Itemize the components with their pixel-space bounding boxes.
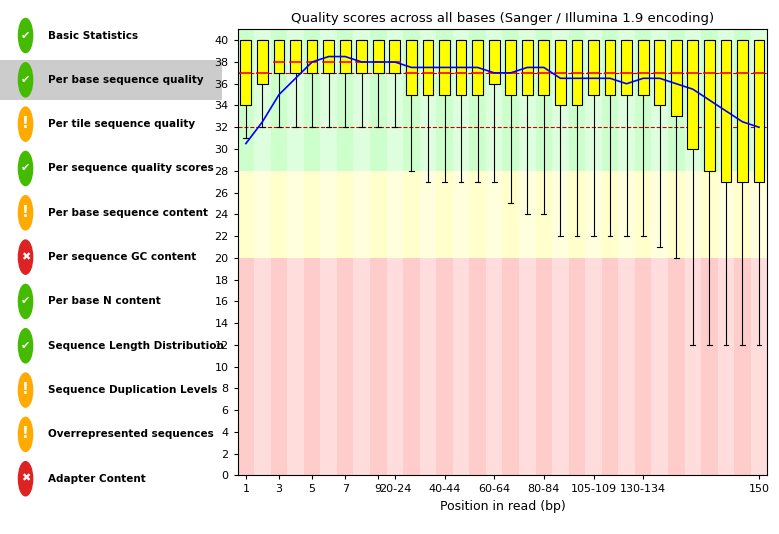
Bar <box>737 40 748 182</box>
Circle shape <box>19 240 33 274</box>
Circle shape <box>19 195 33 230</box>
Text: Overrepresented sequences: Overrepresented sequences <box>48 429 213 439</box>
Circle shape <box>19 373 33 407</box>
Text: !: ! <box>22 116 29 131</box>
Text: ✖: ✖ <box>21 252 30 262</box>
Bar <box>555 40 566 106</box>
Bar <box>654 40 665 106</box>
Text: Sequence Length Distribution: Sequence Length Distribution <box>48 341 224 351</box>
Bar <box>572 40 583 106</box>
Text: !: ! <box>22 205 29 220</box>
Bar <box>687 40 698 149</box>
Bar <box>605 40 615 95</box>
Text: ✔: ✔ <box>21 296 30 307</box>
Bar <box>307 40 318 73</box>
Bar <box>472 40 483 95</box>
Bar <box>340 40 351 73</box>
Bar <box>373 40 384 73</box>
Circle shape <box>19 284 33 318</box>
Bar <box>522 40 533 95</box>
Bar <box>721 40 731 182</box>
Text: !: ! <box>22 382 29 397</box>
Bar <box>621 40 632 95</box>
Text: ✔: ✔ <box>21 163 30 174</box>
Bar <box>638 40 649 95</box>
Bar <box>257 40 268 84</box>
Bar <box>422 40 433 95</box>
Text: Adapter Content: Adapter Content <box>48 474 146 484</box>
Bar <box>753 40 764 182</box>
X-axis label: Position in read (bp): Position in read (bp) <box>439 500 566 513</box>
Text: Per base sequence quality: Per base sequence quality <box>48 75 203 85</box>
Text: ✔: ✔ <box>21 341 30 351</box>
Bar <box>406 40 417 95</box>
Text: Per base N content: Per base N content <box>48 296 160 307</box>
Circle shape <box>19 62 33 97</box>
Bar <box>538 40 549 95</box>
Bar <box>671 40 682 116</box>
Bar <box>456 40 467 95</box>
Bar <box>439 40 450 95</box>
Bar <box>390 40 400 73</box>
Text: Basic Statistics: Basic Statistics <box>48 30 138 41</box>
Circle shape <box>19 461 33 496</box>
Text: Per sequence quality scores: Per sequence quality scores <box>48 163 213 174</box>
Bar <box>273 40 284 73</box>
Bar <box>0 60 222 100</box>
Bar <box>506 40 516 95</box>
Bar <box>323 40 334 73</box>
Bar <box>356 40 367 73</box>
Circle shape <box>19 418 33 452</box>
Circle shape <box>19 151 33 186</box>
Text: !: ! <box>22 426 29 442</box>
Text: Per base sequence content: Per base sequence content <box>48 208 208 218</box>
Text: Per tile sequence quality: Per tile sequence quality <box>48 119 195 129</box>
Text: ✔: ✔ <box>21 30 30 41</box>
Bar <box>588 40 599 95</box>
Text: Per sequence GC content: Per sequence GC content <box>48 252 196 262</box>
Text: Sequence Duplication Levels: Sequence Duplication Levels <box>48 385 217 395</box>
Text: ✔: ✔ <box>21 75 30 85</box>
Bar <box>488 40 499 84</box>
Bar <box>290 40 301 73</box>
Circle shape <box>19 107 33 142</box>
Title: Quality scores across all bases (Sanger / Illumina 1.9 encoding): Quality scores across all bases (Sanger … <box>291 12 714 26</box>
Circle shape <box>19 18 33 53</box>
Bar <box>241 40 252 106</box>
Text: ✖: ✖ <box>21 474 30 484</box>
Circle shape <box>19 329 33 363</box>
Bar <box>704 40 715 171</box>
